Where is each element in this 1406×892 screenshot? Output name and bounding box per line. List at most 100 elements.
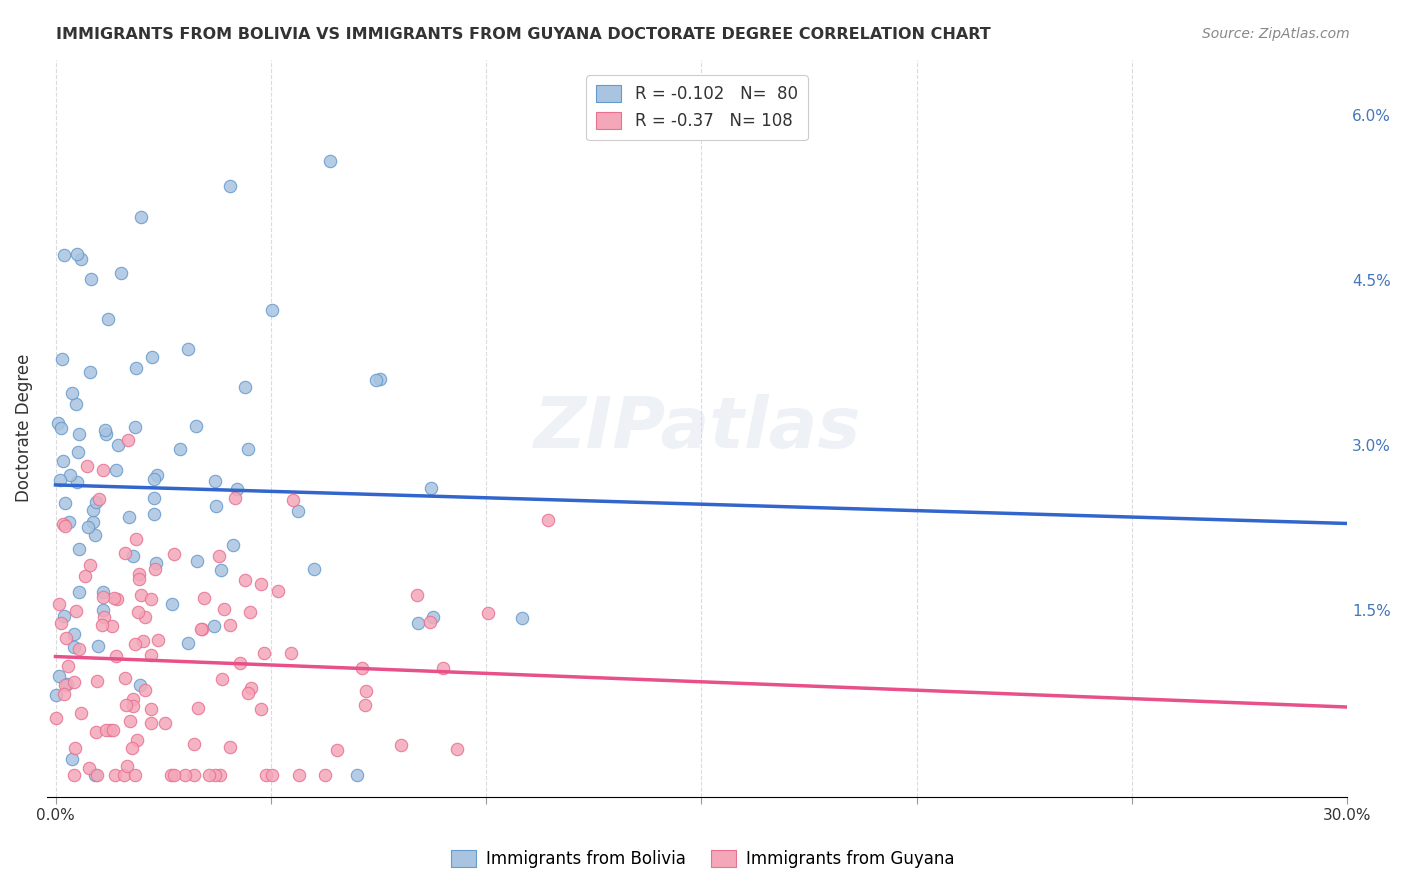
Point bbox=[510, 611, 533, 625]
Point bbox=[193, 591, 215, 605]
Point bbox=[260, 303, 283, 318]
Point bbox=[65, 604, 87, 618]
Point bbox=[124, 361, 146, 376]
Point bbox=[222, 538, 245, 552]
Point bbox=[49, 473, 72, 487]
Point bbox=[354, 698, 377, 712]
Point bbox=[75, 569, 97, 583]
Point bbox=[280, 646, 302, 660]
Point bbox=[229, 656, 252, 670]
Point bbox=[350, 661, 373, 675]
Point bbox=[233, 574, 256, 588]
Point bbox=[128, 567, 150, 582]
Point bbox=[118, 714, 141, 728]
Point bbox=[204, 475, 226, 489]
Point bbox=[142, 472, 165, 486]
Point bbox=[389, 739, 412, 753]
Point bbox=[79, 558, 101, 572]
Point bbox=[209, 563, 232, 577]
Point bbox=[91, 603, 114, 617]
Point bbox=[53, 687, 76, 701]
Point bbox=[82, 515, 104, 529]
Point bbox=[91, 585, 114, 599]
Point bbox=[60, 385, 83, 400]
Point bbox=[205, 500, 228, 514]
Point bbox=[253, 646, 276, 660]
Point bbox=[104, 767, 127, 781]
Point bbox=[51, 352, 73, 367]
Point bbox=[48, 597, 70, 611]
Point bbox=[250, 702, 273, 716]
Point bbox=[208, 767, 231, 781]
Point bbox=[93, 609, 115, 624]
Point bbox=[91, 463, 114, 477]
Point bbox=[89, 491, 111, 506]
Point bbox=[107, 438, 129, 452]
Point bbox=[319, 153, 342, 168]
Point bbox=[128, 678, 150, 692]
Point bbox=[420, 481, 443, 495]
Text: IMMIGRANTS FROM BOLIVIA VS IMMIGRANTS FROM GUYANA DOCTORATE DEGREE CORRELATION C: IMMIGRANTS FROM BOLIVIA VS IMMIGRANTS FR… bbox=[56, 27, 991, 42]
Point bbox=[163, 767, 186, 781]
Point bbox=[56, 658, 79, 673]
Point bbox=[52, 248, 75, 262]
Point bbox=[91, 590, 114, 604]
Point bbox=[235, 380, 257, 394]
Point bbox=[176, 636, 198, 650]
Point bbox=[346, 767, 368, 781]
Point bbox=[58, 515, 80, 529]
Point bbox=[48, 669, 70, 683]
Point bbox=[139, 592, 162, 607]
Point bbox=[163, 547, 186, 561]
Point bbox=[124, 767, 146, 781]
Point bbox=[83, 767, 105, 781]
Point bbox=[66, 445, 89, 459]
Point bbox=[84, 495, 107, 509]
Point bbox=[51, 517, 73, 532]
Point bbox=[326, 742, 349, 756]
Point bbox=[155, 716, 177, 731]
Point bbox=[267, 583, 290, 598]
Point bbox=[184, 418, 207, 433]
Point bbox=[283, 493, 305, 508]
Point bbox=[67, 642, 90, 657]
Point bbox=[49, 616, 72, 631]
Point bbox=[70, 252, 93, 266]
Point bbox=[224, 491, 246, 505]
Point bbox=[45, 688, 67, 702]
Point bbox=[96, 723, 118, 737]
Point bbox=[190, 622, 212, 636]
Point bbox=[236, 442, 259, 456]
Point bbox=[422, 610, 444, 624]
Point bbox=[55, 677, 77, 691]
Point bbox=[62, 627, 84, 641]
Point bbox=[107, 592, 129, 607]
Y-axis label: Doctorate Degree: Doctorate Degree bbox=[15, 354, 32, 502]
Point bbox=[62, 640, 84, 654]
Point bbox=[302, 562, 325, 576]
Point bbox=[446, 742, 468, 756]
Point bbox=[63, 675, 86, 690]
Point bbox=[169, 442, 191, 456]
Point bbox=[354, 684, 377, 698]
Point bbox=[477, 606, 499, 620]
Point bbox=[67, 541, 90, 556]
Point bbox=[162, 597, 184, 611]
Point bbox=[79, 761, 101, 775]
Point bbox=[239, 605, 262, 619]
Point bbox=[187, 700, 209, 714]
Text: Source: ZipAtlas.com: Source: ZipAtlas.com bbox=[1202, 27, 1350, 41]
Point bbox=[419, 615, 441, 630]
Point bbox=[87, 639, 110, 653]
Point bbox=[97, 311, 120, 326]
Point bbox=[82, 503, 104, 517]
Point bbox=[250, 577, 273, 591]
Point bbox=[364, 373, 387, 387]
Point bbox=[112, 767, 135, 781]
Point bbox=[114, 546, 136, 560]
Point bbox=[408, 616, 430, 631]
Point bbox=[406, 588, 429, 602]
Point bbox=[53, 678, 76, 692]
Point bbox=[52, 454, 75, 468]
Point bbox=[142, 507, 165, 521]
